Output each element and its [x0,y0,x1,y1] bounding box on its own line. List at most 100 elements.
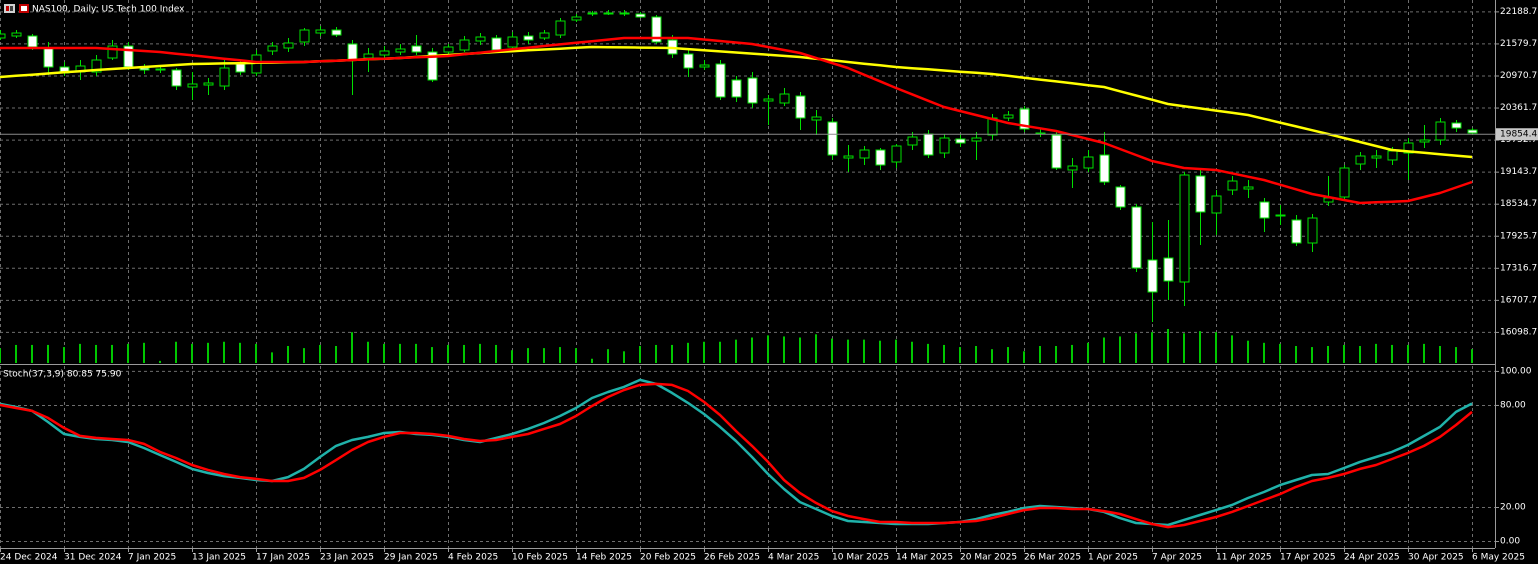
y-tick-label: 80.00 [1500,400,1526,410]
volume-bar [207,342,209,363]
y-tick-label: 20970.7 [1500,71,1537,81]
icon [21,6,27,11]
x-tick-label: 26 Mar 2025 [1024,553,1081,563]
volume-bar [1327,346,1329,363]
y-tick-label: 17316.7 [1500,263,1537,273]
title-icons [4,4,29,13]
candle-body [379,50,390,56]
candle-body [91,59,102,73]
candle-body [1179,174,1190,283]
chart-title: NAS100, Daily: US Tech 100 Index [32,5,185,15]
y-tick-label: 100.00 [1500,366,1532,376]
volume-bar [735,339,737,363]
candle-body [1435,121,1446,141]
volume-bar [911,341,913,363]
candle-body [187,83,198,88]
candle-body [331,29,342,36]
candle-body [523,35,534,41]
candle-body [907,136,918,146]
volume-bar [751,337,753,363]
candle-body [347,43,358,61]
volume-bar [719,341,721,363]
volume-bar [1087,342,1089,363]
volume-bar [383,343,385,363]
x-tick-label: 14 Feb 2025 [576,553,632,563]
volume-bar [1263,342,1265,363]
candle-body [1259,201,1270,219]
candle-body [1003,114,1014,119]
candle-body [1387,150,1398,161]
candle-body [779,93,790,104]
volume-bar [1055,346,1057,363]
candle-body [859,149,870,159]
volume-bar [639,346,641,363]
candle-body [1115,186,1126,208]
candle-body [539,32,550,39]
candle-body [1371,155,1382,159]
x-tick-label: 17 Apr 2025 [1280,553,1336,563]
candle-body [747,77,758,104]
volume-bar [367,341,369,363]
volume-bar [319,344,321,363]
x-tick-label: 24 Apr 2025 [1344,553,1400,563]
volume-bar [175,341,177,363]
x-tick-label: 20 Mar 2025 [960,553,1017,563]
volume-bar [847,339,849,363]
volume-bar [191,343,193,363]
candle-body [443,46,454,53]
candle-body [1019,108,1030,130]
volume-bar [591,358,593,363]
indicator-line [0,36,1473,205]
candle-body [795,95,806,119]
volume-bar [799,337,801,363]
volume-bar [1455,347,1457,363]
x-tick-label: 13 Jan 2025 [192,553,246,563]
candle-body [475,36,486,42]
candle-body [1211,195,1222,214]
volume-bar [1151,332,1153,363]
volume-bar [31,344,33,363]
candle-body [1243,186,1254,190]
volume-bar [1183,333,1185,363]
candle-body [1051,134,1062,169]
x-tick-label: 4 Feb 2025 [448,553,498,563]
candle-body [1131,206,1142,269]
candle-body [955,138,966,144]
candle-body [203,82,214,86]
candle-body [1163,257,1174,282]
candle-body [1067,165,1078,171]
x-tick-label: 4 Mar 2025 [768,553,819,563]
candle-body [363,53,374,59]
volume-bar [1423,343,1425,363]
icon [6,6,9,11]
volume-bar [15,344,17,363]
candle-body [27,35,38,48]
icon [4,4,15,13]
candle-body [219,67,230,87]
volume-bar [895,339,897,363]
volume-bar [1343,344,1345,363]
candle-body [571,16,582,21]
volume-bar [1023,351,1025,363]
candle-body [875,149,886,166]
candle-body [1419,139,1430,143]
volume-bar [223,341,225,363]
x-tick-label: 6 May 2025 [1472,553,1525,563]
candle-body [315,29,326,34]
x-tick-label: 10 Feb 2025 [512,553,568,563]
y-tick-label: 0.00 [1500,537,1520,547]
volume-bar [991,349,993,363]
x-tick-label: 20 Feb 2025 [640,553,696,563]
x-tick-label: 31 Dec 2024 [64,553,122,563]
y-tick-label: 22188.7 [1500,7,1537,17]
x-tick-label: 23 Jan 2025 [320,553,374,563]
candle-body [1307,217,1318,244]
candle-body [1467,129,1478,134]
candle-body [395,48,406,53]
candle-body [299,29,310,43]
x-tick-label: 24 Dec 2024 [0,553,58,563]
x-tick-label: 29 Jan 2025 [384,553,438,563]
x-tick-label: 1 Apr 2025 [1088,553,1138,563]
volume-bar [1359,346,1361,363]
volume-bar [1279,343,1281,363]
